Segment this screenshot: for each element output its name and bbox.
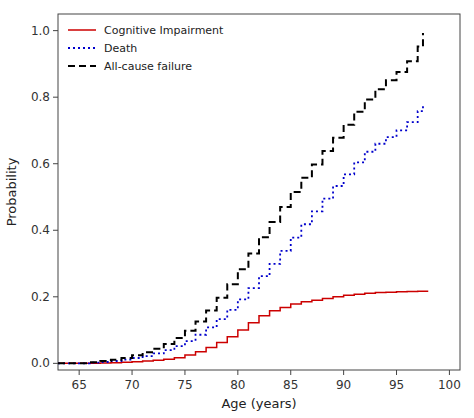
y-axis-label: Probability: [4, 157, 19, 226]
step-line: [58, 104, 423, 364]
x-tick: [343, 370, 344, 375]
legend-swatch: [68, 47, 96, 49]
y-tick-label: 0.6: [31, 157, 50, 171]
x-tick: [132, 370, 133, 375]
y-tick: [53, 230, 58, 231]
legend-label: Death: [104, 42, 137, 55]
chart: 65 70 75 80 85 90 95 100 0.0 0.2 0.4 0.6 0.8 1.0 Age (…: [0, 0, 474, 418]
legend-swatch: [68, 29, 96, 31]
step-line: [58, 33, 423, 363]
y-tick-label: 0.8: [31, 90, 50, 104]
y-tick-label: 0.4: [31, 223, 50, 237]
plot-frame: [58, 14, 460, 370]
x-tick-label: 75: [177, 378, 192, 392]
x-tick-label: 95: [389, 378, 404, 392]
x-tick-label: 85: [283, 378, 298, 392]
x-tick-label: 70: [124, 378, 139, 392]
x-tick-label: 100: [438, 378, 461, 392]
x-tick: [290, 370, 291, 375]
x-tick: [79, 370, 80, 375]
y-tick: [53, 97, 58, 98]
x-axis-label: Age (years): [221, 396, 296, 411]
x-tick: [449, 370, 450, 375]
y-tick-label: 0.0: [31, 356, 50, 370]
legend-label: Cognitive Impairment: [104, 24, 224, 37]
y-tick-label: 1.0: [31, 24, 50, 38]
y-tick: [53, 163, 58, 164]
y-tick: [53, 30, 58, 31]
y-tick: [53, 296, 58, 297]
legend: Cognitive Impairment Death All-cause failu…: [68, 24, 224, 73]
lines: [58, 33, 428, 363]
x-tick-label: 90: [336, 378, 351, 392]
y-tick-label: 0.2: [31, 290, 50, 304]
axes: 65 70 75 80 85 90 95 100 0.0 0.2 0.4 0.6 0.8 1.0: [31, 14, 461, 392]
step-line: [58, 291, 428, 363]
x-tick: [237, 370, 238, 375]
x-tick-label: 80: [230, 378, 245, 392]
y-tick: [53, 363, 58, 364]
x-tick: [184, 370, 185, 375]
x-tick-label: 65: [72, 378, 87, 392]
x-tick: [396, 370, 397, 375]
legend-swatch: [68, 65, 96, 67]
legend-label: All-cause failure: [104, 60, 192, 73]
